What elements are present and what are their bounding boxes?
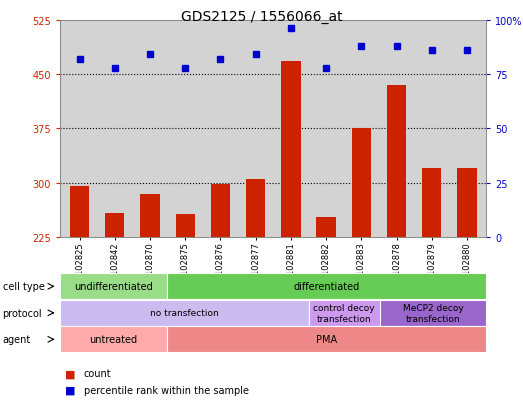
Text: count: count	[84, 368, 111, 378]
Text: cell type: cell type	[3, 282, 44, 292]
Text: PMA: PMA	[316, 335, 337, 344]
Bar	[316, 217, 336, 400]
Bar	[176, 214, 195, 400]
Bar	[281, 62, 301, 400]
Text: control decoy
transfection: control decoy transfection	[313, 304, 375, 323]
Text: protocol: protocol	[3, 308, 42, 318]
Bar	[211, 185, 230, 400]
Bar	[351, 129, 371, 400]
Text: agent: agent	[3, 335, 31, 344]
Bar	[422, 169, 441, 400]
Text: ■: ■	[65, 368, 76, 378]
Text: undifferentiated: undifferentiated	[74, 282, 153, 292]
Bar	[387, 85, 406, 400]
Bar	[105, 214, 124, 400]
Bar	[70, 186, 89, 400]
Text: percentile rank within the sample: percentile rank within the sample	[84, 385, 248, 395]
Text: differentiated: differentiated	[293, 282, 360, 292]
Bar	[457, 169, 476, 400]
Bar	[246, 180, 265, 400]
Bar	[140, 194, 160, 400]
Text: MeCP2 decoy
transfection: MeCP2 decoy transfection	[403, 304, 463, 323]
Text: GDS2125 / 1556066_at: GDS2125 / 1556066_at	[180, 10, 343, 24]
Text: untreated: untreated	[89, 335, 138, 344]
Text: no transfection: no transfection	[150, 309, 219, 318]
Text: ■: ■	[65, 385, 76, 395]
